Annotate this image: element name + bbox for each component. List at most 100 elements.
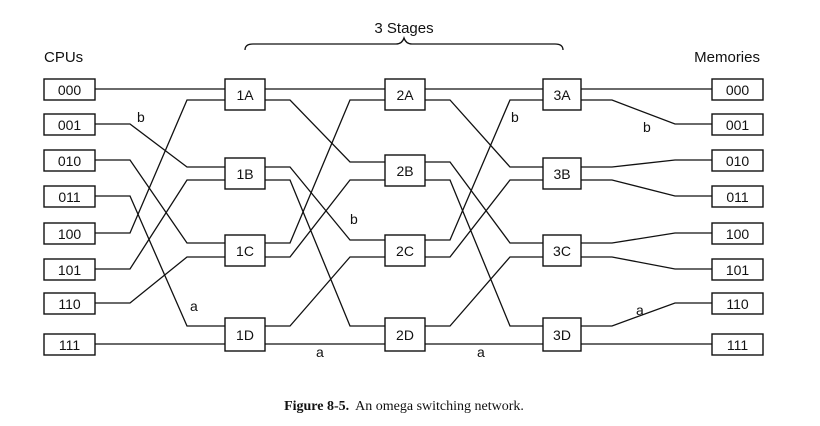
svg-text:2D: 2D bbox=[396, 327, 414, 343]
wire-1C-2A bbox=[265, 99, 385, 244]
svg-text:110: 110 bbox=[726, 296, 749, 312]
svg-text:010: 010 bbox=[726, 153, 750, 169]
switch-3A: 3A bbox=[542, 78, 582, 111]
path-label-a: a bbox=[190, 298, 198, 314]
wire-1C-2B bbox=[265, 179, 385, 258]
wire-cpu110-1C bbox=[95, 256, 225, 304]
memory-box: 110 bbox=[711, 292, 764, 315]
svg-text:1A: 1A bbox=[236, 87, 254, 103]
network-wires bbox=[95, 88, 712, 345]
wire-1A-2B bbox=[265, 99, 385, 163]
switch-1A: 1A bbox=[224, 78, 266, 111]
svg-text:001: 001 bbox=[58, 117, 82, 133]
svg-text:011: 011 bbox=[58, 189, 81, 205]
svg-text:2A: 2A bbox=[396, 87, 414, 103]
svg-text:110: 110 bbox=[58, 296, 81, 312]
svg-text:000: 000 bbox=[726, 82, 750, 98]
switch-3C: 3C bbox=[542, 234, 582, 267]
wire-cpu100-1A bbox=[95, 99, 225, 234]
svg-text:000: 000 bbox=[58, 82, 82, 98]
memory-box: 100 bbox=[711, 222, 764, 245]
wire-2A-3B bbox=[425, 99, 543, 168]
memories-header: Memories bbox=[694, 49, 760, 66]
svg-text:3D: 3D bbox=[553, 327, 571, 343]
switch-3D: 3D bbox=[542, 317, 582, 352]
svg-text:010: 010 bbox=[58, 153, 82, 169]
wire-3A-mem001 bbox=[581, 99, 712, 125]
stage1-switches: 1A 1B 1C 1D bbox=[224, 78, 266, 352]
wire-2C-3B bbox=[425, 179, 543, 258]
svg-text:1C: 1C bbox=[236, 243, 254, 259]
svg-text:100: 100 bbox=[726, 226, 750, 242]
svg-text:111: 111 bbox=[727, 337, 748, 353]
wire-2D-3C bbox=[425, 256, 543, 327]
switch-1C: 1C bbox=[224, 234, 266, 267]
svg-text:111: 111 bbox=[59, 337, 80, 353]
cpus-header: CPUs bbox=[44, 49, 83, 66]
memory-box: 101 bbox=[711, 258, 764, 281]
cpu-box: 100 bbox=[43, 222, 96, 245]
memory-box: 111 bbox=[711, 333, 764, 356]
switch-1B: 1B bbox=[224, 157, 266, 190]
cpu-column: 000 001 010 011 100 101 110 111 bbox=[43, 78, 96, 356]
svg-text:101: 101 bbox=[58, 262, 82, 278]
wire-1B-2C bbox=[265, 166, 385, 241]
switch-1D: 1D bbox=[224, 317, 266, 352]
svg-text:1B: 1B bbox=[236, 166, 253, 182]
memory-box: 010 bbox=[711, 149, 764, 172]
wire-1D-2C bbox=[265, 256, 385, 327]
wire-3C-mem101 bbox=[581, 256, 712, 270]
svg-text:2C: 2C bbox=[396, 243, 414, 259]
cpu-box: 101 bbox=[43, 258, 96, 281]
wire-2B-3C bbox=[425, 161, 543, 244]
path-label-b: b bbox=[511, 109, 519, 125]
stages-label: 3 Stages bbox=[374, 20, 433, 37]
path-label-a: a bbox=[636, 302, 644, 318]
switch-2B: 2B bbox=[384, 154, 426, 187]
svg-text:011: 011 bbox=[726, 189, 749, 205]
svg-text:100: 100 bbox=[58, 226, 82, 242]
svg-text:001: 001 bbox=[726, 117, 750, 133]
memory-box: 000 bbox=[711, 78, 764, 101]
wire-2B-3D bbox=[425, 179, 543, 327]
cpu-box: 110 bbox=[43, 292, 96, 315]
wire-cpu001-1B bbox=[95, 123, 225, 168]
cpu-box: 011 bbox=[43, 185, 96, 208]
switch-3B: 3B bbox=[542, 157, 582, 190]
wire-2C-3A bbox=[425, 99, 543, 241]
memory-column: 000 001 010 011 100 101 110 111 bbox=[711, 78, 764, 356]
caption-number: Figure 8-5. bbox=[284, 399, 349, 414]
svg-text:3B: 3B bbox=[553, 166, 570, 182]
path-label-a: a bbox=[477, 344, 485, 360]
wire-cpu101-1B bbox=[95, 179, 225, 270]
path-label-a: a bbox=[316, 344, 324, 360]
stage2-switches: 2A 2B 2C 2D bbox=[384, 78, 426, 352]
stages-brace bbox=[244, 35, 564, 51]
path-label-b: b bbox=[137, 109, 145, 125]
switch-2C: 2C bbox=[384, 234, 426, 267]
path-label-b: b bbox=[643, 119, 651, 135]
cpu-box: 000 bbox=[43, 78, 96, 101]
path-label-b: b bbox=[350, 211, 358, 227]
wire-3C-mem100 bbox=[581, 232, 712, 244]
wire-cpu010-1C bbox=[95, 159, 225, 244]
figure-caption: Figure 8-5. An omega switching network. bbox=[284, 399, 524, 414]
svg-text:1D: 1D bbox=[236, 327, 254, 343]
svg-text:101: 101 bbox=[726, 262, 750, 278]
memory-box: 011 bbox=[711, 185, 764, 208]
cpu-box: 001 bbox=[43, 113, 96, 136]
caption-text: An omega switching network. bbox=[355, 399, 524, 414]
cpu-box: 111 bbox=[43, 333, 96, 356]
wire-3B-mem011 bbox=[581, 179, 712, 197]
cpu-box: 010 bbox=[43, 149, 96, 172]
switch-2D: 2D bbox=[384, 317, 426, 352]
svg-text:3C: 3C bbox=[553, 243, 571, 259]
switch-2A: 2A bbox=[384, 78, 426, 111]
wire-3D-mem110 bbox=[581, 302, 712, 327]
svg-text:2B: 2B bbox=[396, 163, 413, 179]
stage3-switches: 3A 3B 3C 3D bbox=[542, 78, 582, 352]
memory-box: 001 bbox=[711, 113, 764, 136]
wire-3B-mem010 bbox=[581, 159, 712, 168]
svg-text:3A: 3A bbox=[553, 87, 571, 103]
